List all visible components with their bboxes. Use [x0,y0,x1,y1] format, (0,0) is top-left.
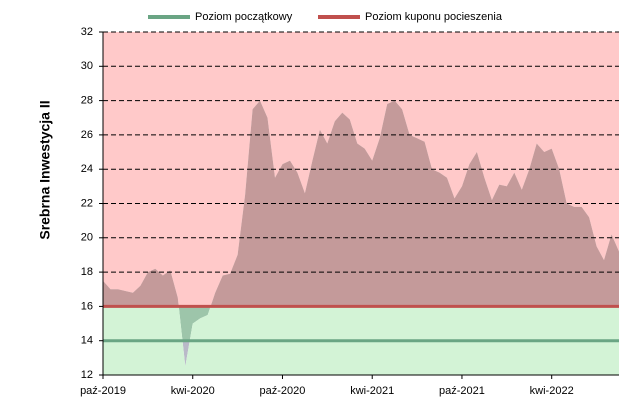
y-tick-label: 22 [81,197,93,209]
legend-label: Poziom początkowy [195,11,293,23]
y-axis-label: Srebrna Inwestycja II [37,100,53,239]
x-tick-label: paź-2021 [439,385,485,397]
y-tick-label: 32 [81,26,93,38]
y-tick-label: 28 [81,95,93,107]
y-tick-label: 12 [81,369,93,381]
y-tick-label: 24 [81,163,93,175]
x-tick-label: paź-2019 [80,385,126,397]
y-tick-label: 16 [81,300,93,312]
x-tick-label: kwi-2022 [530,385,574,397]
y-tick-label: 30 [81,60,93,72]
y-tick-label: 26 [81,129,93,141]
x-tick-label: paź-2020 [260,385,306,397]
y-tick-label: 18 [81,266,93,278]
x-tick-label: kwi-2020 [171,385,215,397]
x-tick-label: kwi-2021 [350,385,394,397]
legend-label: Poziom kuponu pocieszenia [365,11,503,23]
y-tick-label: 20 [81,232,93,244]
y-tick-label: 14 [81,335,93,347]
